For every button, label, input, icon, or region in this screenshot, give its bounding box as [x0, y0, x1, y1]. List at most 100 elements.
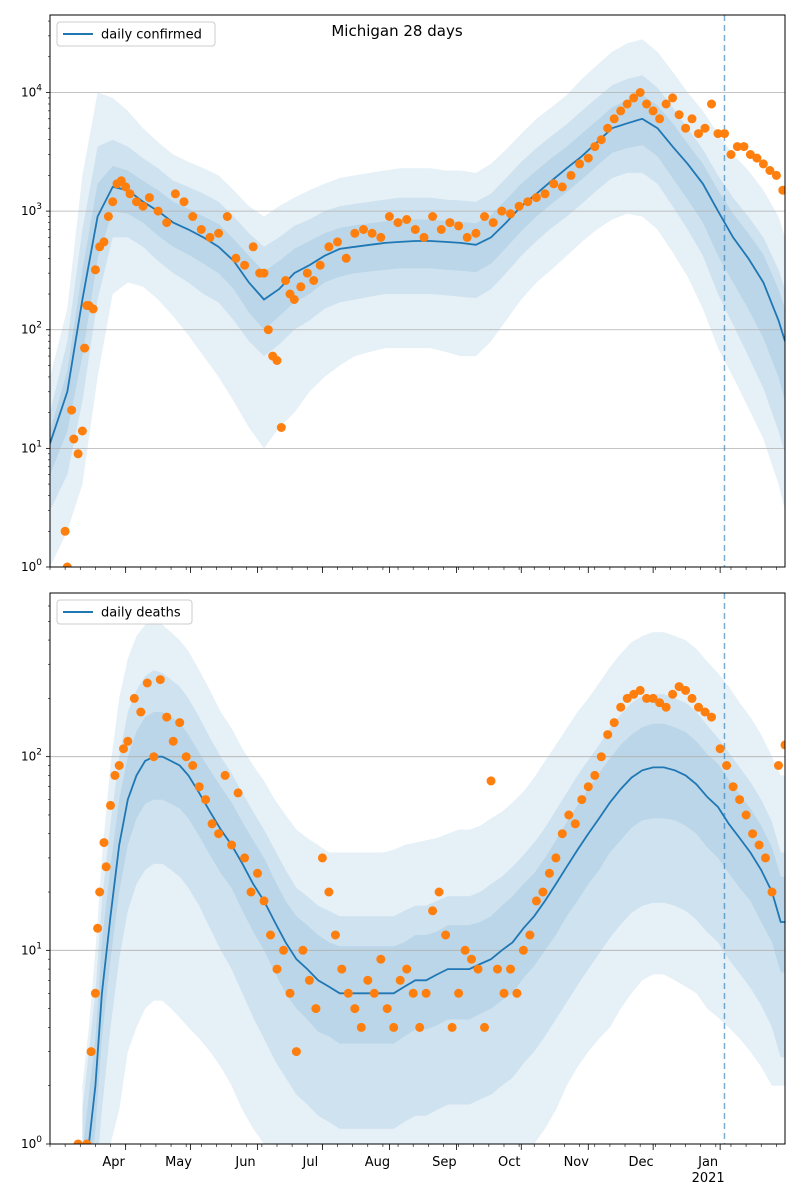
data-point	[276, 423, 286, 432]
data-point	[549, 179, 559, 189]
legend: daily confirmed	[56, 21, 216, 47]
data-point	[389, 1022, 399, 1032]
data-point	[73, 449, 83, 459]
y-tick-label: 104	[21, 83, 42, 99]
data-point	[350, 1004, 360, 1014]
x-tick-label: Jun	[234, 1155, 255, 1170]
data-point	[369, 988, 379, 998]
data-point	[114, 761, 124, 770]
x-tick-label: Sep	[432, 1155, 457, 1170]
data-point	[713, 129, 723, 139]
data-point	[687, 114, 697, 124]
data-point	[681, 685, 691, 695]
x-tick-label: Dec	[629, 1155, 654, 1170]
data-point	[557, 829, 567, 839]
data-point	[333, 237, 342, 247]
data-point	[694, 129, 703, 139]
data-point	[765, 166, 775, 175]
data-point	[90, 988, 100, 998]
data-point	[583, 782, 593, 792]
data-point	[564, 810, 574, 820]
data-point	[525, 930, 535, 940]
chart-deaths: 100 101 102 Apr May Jun Jul Aug Sep Oct Nov Dec Jan…	[21, 592, 786, 1186]
x-tick-label: Oct	[498, 1155, 520, 1170]
data-point	[90, 265, 100, 275]
data-point	[231, 253, 241, 263]
data-point	[330, 930, 340, 940]
data-point	[315, 260, 325, 270]
data-point	[220, 770, 230, 780]
data-point	[304, 975, 314, 985]
data-point	[445, 218, 455, 228]
data-point	[655, 114, 665, 124]
data-point	[129, 693, 139, 703]
confidence-band-1	[82, 621, 785, 1144]
y-tick-label: 101	[21, 439, 42, 455]
data-point	[523, 197, 533, 207]
legend-box	[56, 21, 216, 47]
data-point	[168, 736, 178, 746]
data-point	[540, 189, 550, 199]
y-axis-ticks: 100 101 102	[21, 605, 50, 1151]
data-point	[82, 1139, 92, 1144]
data-point	[635, 685, 645, 695]
data-point	[363, 975, 373, 985]
data-point	[324, 242, 334, 252]
data-point	[518, 945, 528, 955]
x-tick-label: Apr	[102, 1155, 125, 1170]
data-point	[538, 887, 548, 897]
data-point	[246, 887, 256, 897]
data-point	[136, 707, 146, 717]
data-point	[153, 206, 163, 216]
data-point	[726, 150, 736, 159]
data-point	[661, 702, 671, 712]
data-point	[635, 88, 645, 97]
data-point	[162, 712, 172, 722]
data-point	[125, 189, 135, 199]
data-point	[566, 170, 576, 180]
data-point	[62, 562, 72, 567]
data-point	[214, 228, 224, 238]
data-point	[467, 954, 476, 964]
data-point	[687, 693, 697, 703]
data-point	[259, 896, 269, 906]
confidence-band-1	[50, 39, 785, 567]
data-point	[480, 212, 489, 221]
data-point	[266, 930, 275, 940]
data-point	[149, 752, 159, 762]
x-tick-label: Aug	[365, 1155, 390, 1170]
data-point	[402, 215, 412, 224]
data-point	[748, 829, 758, 839]
data-point	[575, 159, 585, 169]
data-point	[272, 356, 282, 365]
y-tick-label: 100	[21, 558, 42, 574]
data-point	[616, 702, 626, 712]
y-tick-label: 102	[21, 748, 42, 764]
data-point	[138, 201, 148, 211]
data-point	[577, 795, 587, 805]
data-point	[119, 744, 128, 754]
data-point	[694, 702, 703, 712]
data-point	[758, 159, 768, 169]
data-point	[281, 276, 291, 285]
scatter-points	[73, 675, 785, 1144]
data-point	[99, 237, 109, 247]
data-point	[341, 253, 351, 263]
data-point	[707, 712, 716, 722]
data-point	[103, 212, 113, 221]
data-point	[596, 135, 606, 145]
scatter-points	[60, 88, 785, 567]
data-point	[359, 225, 368, 234]
data-point	[324, 887, 334, 897]
plot-frame	[49, 592, 786, 1145]
data-point	[616, 106, 626, 116]
data-point	[402, 964, 412, 974]
data-point	[142, 678, 152, 688]
data-point	[590, 142, 600, 152]
data-point	[622, 99, 632, 109]
data-point	[253, 868, 262, 878]
data-point	[506, 209, 515, 219]
data-point	[240, 853, 250, 863]
data-point	[590, 770, 600, 780]
